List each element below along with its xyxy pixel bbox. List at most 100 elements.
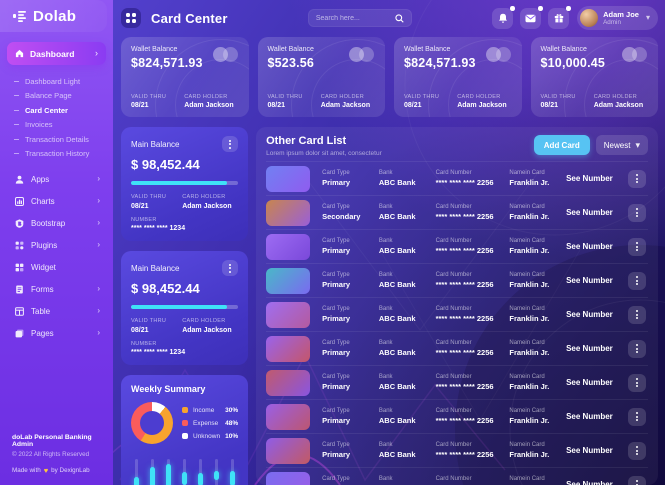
add-card-button[interactable]: Add Card bbox=[533, 135, 590, 155]
valid-thru-value: 08/21 bbox=[131, 102, 149, 109]
sidebar-item-transaction-history[interactable]: Transaction History bbox=[14, 147, 104, 162]
search-input[interactable] bbox=[315, 14, 395, 22]
legend-percent: 10% bbox=[225, 432, 239, 440]
card-type-cell: Card Type Primary bbox=[322, 272, 379, 290]
see-number-link[interactable]: See Number bbox=[566, 412, 613, 421]
chevron-down-icon: ▾ bbox=[635, 139, 640, 150]
bank-label: Bank bbox=[378, 237, 393, 244]
kebab-menu-button[interactable] bbox=[627, 339, 646, 358]
bank-label: Bank bbox=[378, 373, 393, 380]
name-in-card-cell: Namein Card Franklin Jr. bbox=[509, 476, 566, 485]
footer-by: by DexignLab bbox=[51, 467, 90, 474]
main-balance-title: Main Balance bbox=[131, 263, 180, 273]
card-number-value: **** **** **** 2256 bbox=[435, 246, 494, 256]
sidebar-item-widget[interactable]: Widget bbox=[10, 256, 104, 278]
sidebar-item-charts[interactable]: Charts › bbox=[10, 190, 104, 212]
card-holder-value: Adam Jackson bbox=[182, 202, 232, 210]
wallet-card-footer: VALID THRU 08/21 CARD HOLDER Adam Jackso… bbox=[131, 94, 239, 110]
card-list-rows: Card Type Primary Bank ABC Bank Card Num… bbox=[266, 161, 648, 485]
kebab-menu-button[interactable] bbox=[627, 373, 646, 392]
valid-thru: VALID THRU 08/21 bbox=[268, 94, 303, 110]
see-number-link[interactable]: See Number bbox=[566, 446, 613, 455]
valid-thru-value: 08/21 bbox=[131, 326, 149, 334]
other-card-list-panel: Other Card List Lorem ipsum dolor sit am… bbox=[256, 127, 658, 485]
menu-grid-button[interactable] bbox=[121, 8, 141, 28]
gifts-button[interactable] bbox=[548, 6, 571, 29]
legend-percent: 48% bbox=[225, 419, 239, 427]
card-thumbnail bbox=[266, 301, 311, 328]
logo[interactable]: Dolab bbox=[0, 0, 107, 32]
chevron-right-icon: › bbox=[95, 48, 98, 58]
sort-dropdown[interactable]: Newest ▾ bbox=[595, 135, 648, 155]
sidebar-item-card-center[interactable]: Card Center bbox=[14, 103, 104, 118]
kebab-menu-button[interactable] bbox=[627, 169, 646, 188]
see-number-link[interactable]: See Number bbox=[566, 242, 613, 251]
card-number-label: Card Number bbox=[435, 203, 472, 210]
sidebar-item-transaction-details[interactable]: Transaction Details bbox=[14, 132, 104, 147]
card-thumbnail bbox=[266, 471, 311, 485]
sidebar-item-pages[interactable]: Pages › bbox=[10, 322, 104, 344]
sidebar-item-dashboard-light[interactable]: Dashboard Light bbox=[14, 74, 104, 89]
table-row: Card Type Primary Bank ABC Bank Card Num… bbox=[266, 331, 648, 365]
kebab-menu-button[interactable] bbox=[627, 203, 646, 222]
main-balance-card: Main Balance $ 98,452.44 VALID THRU 08/2… bbox=[121, 127, 249, 241]
bank-cell: Bank ABC Bank bbox=[379, 374, 436, 392]
bank-value: ABC Bank bbox=[378, 348, 416, 358]
see-number-link[interactable]: See Number bbox=[566, 208, 613, 217]
see-number-link[interactable]: See Number bbox=[566, 174, 613, 183]
card-type-label: Card Type bbox=[322, 407, 350, 414]
name-in-card-label: Namein Card bbox=[509, 271, 545, 278]
sidebar-item-apps[interactable]: Apps › bbox=[10, 168, 104, 190]
messages-button[interactable] bbox=[520, 6, 543, 29]
card-number-label: Card Number bbox=[435, 339, 472, 346]
sidebar-item-table[interactable]: Table › bbox=[10, 300, 104, 322]
user-menu[interactable]: Adam Joe Admin ▾ bbox=[577, 6, 658, 30]
kebab-menu-button[interactable] bbox=[627, 237, 646, 256]
sidebar-item-forms[interactable]: Forms › bbox=[10, 278, 104, 300]
wallet-balance-label: Wallet Balance bbox=[404, 46, 451, 53]
card-type-label: Card Type bbox=[322, 237, 350, 244]
kebab-menu-button[interactable] bbox=[627, 271, 646, 290]
see-number-link[interactable]: See Number bbox=[566, 344, 613, 353]
card-type-cell: Card Type Primary bbox=[322, 374, 379, 392]
sidebar-item-plugins[interactable]: Plugins › bbox=[10, 234, 104, 256]
name-in-card-label: Namein Card bbox=[509, 237, 545, 244]
sidebar-subitem-label: Transaction History bbox=[25, 149, 90, 159]
wallet-card-footer: VALID THRU 08/21 CARD HOLDER Adam Jackso… bbox=[541, 94, 649, 110]
sidebar-item-dashboard[interactable]: Dashboard › bbox=[7, 42, 106, 65]
kebab-menu-button[interactable] bbox=[627, 441, 646, 460]
sidebar-item-balance-page[interactable]: Balance Page bbox=[14, 89, 104, 104]
card-number-cell: Card Number **** **** **** 2256 bbox=[436, 170, 510, 188]
search-icon[interactable] bbox=[395, 13, 404, 23]
notifications-button[interactable] bbox=[492, 6, 515, 29]
heart-icon: ♥ bbox=[43, 466, 49, 475]
kebab-menu-button[interactable] bbox=[627, 475, 646, 485]
card-holder: CARD HOLDER Adam Jackson bbox=[182, 194, 231, 210]
kebab-menu-button[interactable] bbox=[627, 407, 646, 426]
valid-thru-label: VALID THRU bbox=[404, 93, 440, 100]
table-row: Card Type Primary Bank ABC Bank Card Num… bbox=[266, 161, 648, 195]
sidebar-subitem-label: Transaction Details bbox=[25, 134, 89, 144]
kebab-menu-button[interactable] bbox=[222, 136, 239, 152]
card-type-cell: Card Type Primary bbox=[322, 238, 379, 256]
kebab-menu-button[interactable] bbox=[627, 305, 646, 324]
see-number-link[interactable]: See Number bbox=[566, 310, 613, 319]
sidebar-item-bootstrap[interactable]: Bootstrap › bbox=[10, 212, 104, 234]
see-number-link[interactable]: See Number bbox=[566, 378, 613, 387]
card-type-cell: Card Type Primary bbox=[322, 476, 379, 485]
card-number-value: **** **** **** 2256 bbox=[435, 178, 494, 188]
chevron-right-icon: › bbox=[97, 284, 100, 293]
see-number-link[interactable]: See Number bbox=[566, 276, 613, 285]
see-number-link[interactable]: See Number bbox=[566, 480, 613, 485]
card-type-value: Primary bbox=[322, 280, 351, 290]
chevron-right-icon: › bbox=[97, 328, 100, 337]
card-type-label: Card Type bbox=[322, 441, 350, 448]
sidebar-item-invoices[interactable]: Invoices bbox=[14, 118, 104, 133]
card-holder-value: Adam Jackson bbox=[593, 102, 644, 109]
valid-thru-value: 08/21 bbox=[267, 102, 286, 109]
valid-thru: VALID THRU 08/21 bbox=[541, 94, 576, 110]
kebab-menu-button[interactable] bbox=[222, 260, 239, 276]
bank-value: ABC Bank bbox=[378, 416, 416, 426]
card-thumbnail bbox=[266, 437, 311, 464]
